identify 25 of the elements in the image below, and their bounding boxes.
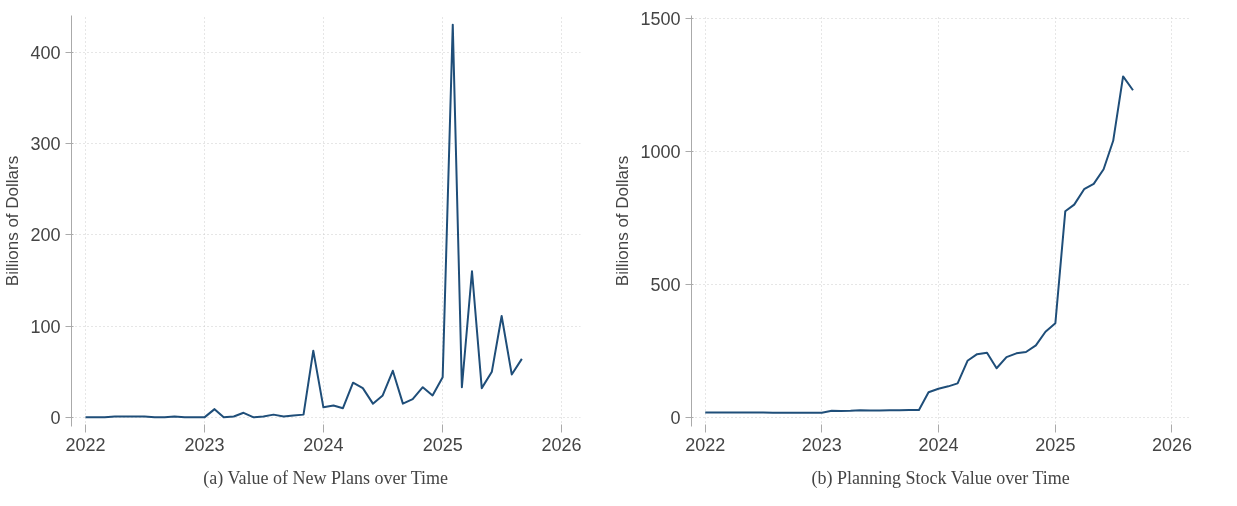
x-tick-label: 2024: [303, 434, 344, 455]
x-tick-label: 2023: [801, 434, 842, 455]
x-tick-label: 2023: [184, 434, 225, 455]
y-tick-label: 1000: [640, 141, 681, 162]
text: (a) Value of New Plans over Time: [203, 468, 448, 489]
y-axis-title: Billions of Dollars: [613, 155, 633, 287]
text: (b) Planning Stock Value over Time: [811, 468, 1070, 489]
y-tick-label: 300: [30, 133, 61, 154]
x-tick-label: 2025: [422, 434, 463, 455]
line-series: [84, 23, 523, 419]
x-tick-label: 2024: [918, 434, 959, 455]
y-tick-label: 0: [670, 407, 681, 428]
x-tick-label: 2026: [541, 434, 582, 455]
x-tick-label: 2026: [1151, 434, 1192, 455]
y-tick-label: 200: [30, 225, 61, 246]
y-tick-label: 400: [30, 42, 61, 63]
line-series: [704, 75, 1134, 414]
y-tick-label: 1500: [640, 8, 681, 29]
x-tick-label: 2022: [65, 434, 106, 455]
y-tick-label: 500: [650, 274, 681, 295]
y-tick-label: 0: [50, 407, 61, 428]
x-tick-label: 2022: [685, 434, 726, 455]
y-axis-title: Billions of Dollars: [3, 155, 23, 287]
y-tick-label: 100: [30, 316, 61, 337]
x-tick-label: 2025: [1035, 434, 1076, 455]
